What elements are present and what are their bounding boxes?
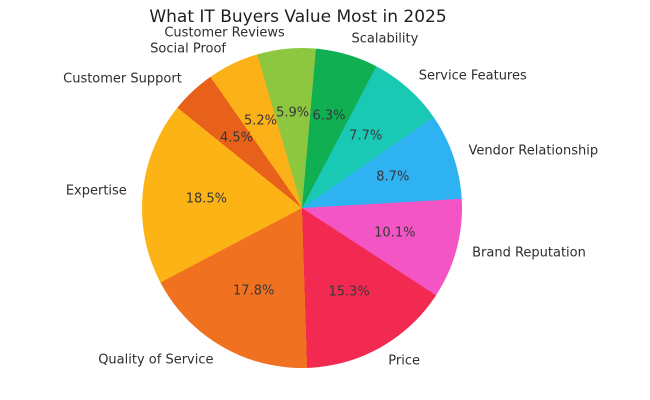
percent-label: 15.3% [328,284,370,300]
pie-chart [142,48,462,368]
slice-label: Price [388,353,421,369]
slice-label: Quality of Service [98,352,214,368]
percent-label: 5.9% [276,105,310,120]
percent-label: 18.5% [185,191,228,207]
slice-label: Social Proof [150,41,226,57]
slice-label: Customer Reviews [164,25,285,41]
percent-label: 7.7% [349,128,383,144]
slice-label: Vendor Relationship [468,143,599,159]
percent-label: 4.5% [219,130,254,146]
slice-label: Expertise [65,183,127,199]
slice-label: Brand Reputation [472,245,586,261]
slice-label: Service Features [418,68,527,84]
chart-title: What IT Buyers Value Most in 2025 [149,7,447,27]
percent-label: 10.1% [374,225,416,241]
percent-label: 17.8% [233,283,275,299]
percent-label: 8.7% [376,169,410,185]
slice-label: Customer Support [63,71,182,87]
percent-label: 6.3% [312,108,346,124]
percent-label: 5.2% [243,113,278,129]
slice-label: Scalability [351,31,419,47]
